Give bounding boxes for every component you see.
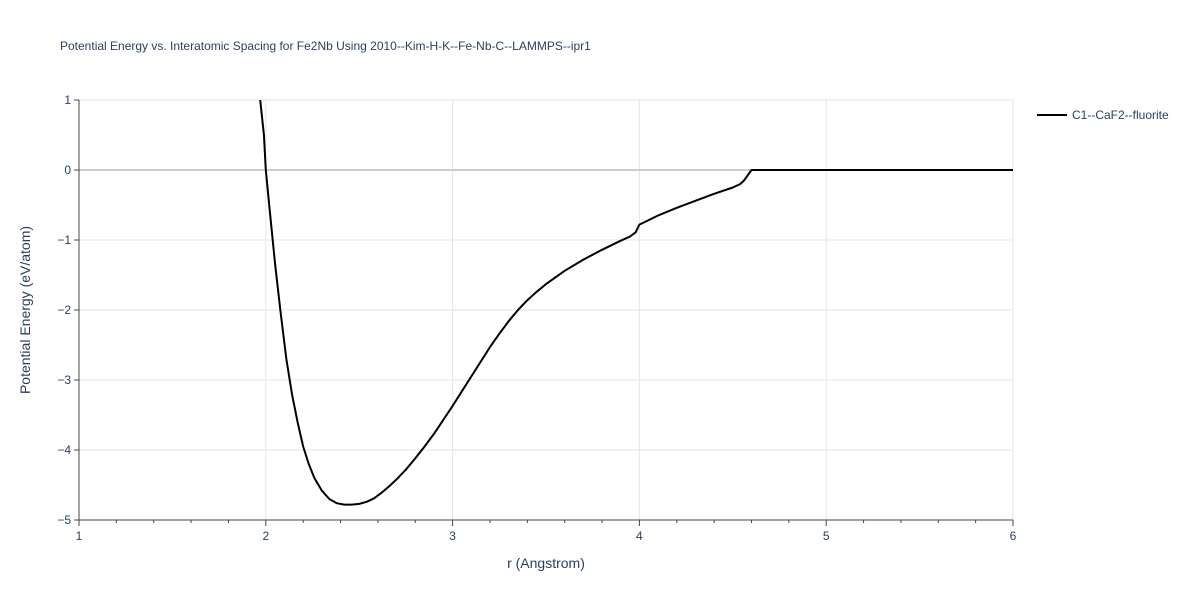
legend[interactable]: C1--CaF2--fluorite (1037, 108, 1169, 122)
x-tick-label: 1 (76, 529, 83, 543)
x-tick-label: 3 (449, 529, 456, 543)
legend-label: C1--CaF2--fluorite (1072, 108, 1169, 122)
x-tick-label: 2 (262, 529, 269, 543)
y-tick-labels: 1 0 −1 −2 −3 −4 −5 (57, 93, 71, 527)
y-axis-title: Potential Energy (eV/atom) (17, 226, 33, 394)
y-tick-label: −4 (57, 443, 71, 457)
chart-title: Potential Energy vs. Interatomic Spacing… (60, 39, 591, 53)
series-group (259, 99, 1013, 506)
axes (74, 99, 1014, 526)
y-tick-label: −2 (57, 303, 71, 317)
y-tick-label: 1 (64, 93, 71, 107)
y-tick-label: −3 (57, 373, 71, 387)
x-tick-labels: 1 2 3 4 5 6 (76, 529, 1017, 543)
x-tick-label: 6 (1010, 529, 1017, 543)
y-tick-label: −1 (57, 233, 71, 247)
y-tick-label: 0 (64, 163, 71, 177)
x-axis-title: r (Angstrom) (507, 555, 585, 571)
series-line[interactable] (259, 99, 1013, 506)
x-tick-label: 5 (823, 529, 830, 543)
x-tick-label: 4 (636, 529, 643, 543)
y-tick-label: −5 (57, 513, 71, 527)
